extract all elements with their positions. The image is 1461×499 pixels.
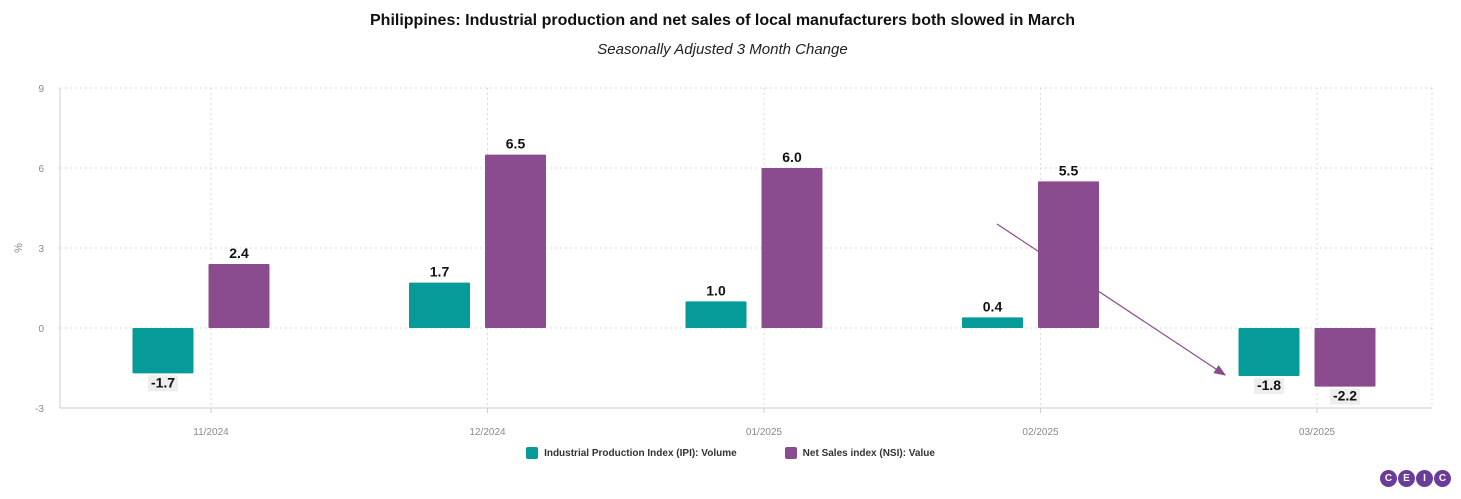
data-label: 6.0	[782, 149, 802, 165]
x-tick-label: 11/2024	[193, 427, 229, 438]
data-label: 1.7	[430, 264, 450, 280]
chart-legend: Industrial Production Index (IPI): Volum…	[0, 447, 1461, 459]
annotation-arrow	[996, 223, 1227, 376]
data-label: 5.5	[1059, 162, 1079, 178]
bar-nsi	[485, 154, 546, 328]
legend-item-ipi[interactable]: Industrial Production Index (IPI): Volum…	[526, 447, 737, 459]
y-tick-label: 0	[38, 324, 44, 335]
data-label: 0.4	[983, 298, 1003, 314]
bar-ipi	[1238, 328, 1300, 376]
bar-ipi	[962, 317, 1023, 328]
bar-nsi	[761, 168, 823, 328]
data-label: 1.0	[706, 282, 726, 298]
data-label: -1.7	[151, 374, 175, 390]
logo-letter: C	[1434, 470, 1451, 487]
bar-nsi	[1038, 181, 1099, 328]
y-axis-label: %	[13, 243, 25, 253]
data-label: 6.5	[506, 136, 526, 152]
legend-label-ipi: Industrial Production Index (IPI): Volum…	[544, 447, 737, 459]
logo-letter: I	[1416, 470, 1433, 487]
y-tick-label: -3	[35, 404, 44, 415]
bar-ipi	[409, 282, 470, 328]
x-tick-label: 03/2025	[1299, 427, 1336, 438]
legend-swatch-ipi	[526, 447, 539, 459]
legend-item-nsi[interactable]: Net Sales index (NSI): Value	[784, 447, 935, 459]
logo-letter: E	[1398, 470, 1415, 487]
data-label: 2.4	[229, 245, 249, 261]
x-tick-label: 02/2025	[1022, 427, 1059, 438]
logo-letter: C	[1380, 470, 1397, 487]
y-tick-label: 3	[38, 244, 44, 255]
data-label-background	[148, 375, 178, 392]
data-label-background	[1254, 378, 1284, 394]
x-tick-label: 12/2024	[469, 427, 506, 438]
bar-nsi	[1314, 328, 1376, 387]
bar-nsi	[208, 264, 270, 328]
bar-ipi	[685, 301, 747, 328]
legend-label-nsi: Net Sales index (NSI): Value	[802, 447, 935, 459]
chart-area: -3 0 3 6 9% 11/2024 12/2024 01/2025 02/2025 03/20…	[13, 84, 1433, 438]
data-label: -2.2	[1333, 388, 1357, 404]
legend-swatch-nsi	[784, 447, 797, 459]
y-tick-label: 6	[38, 164, 44, 175]
bar-ipi	[132, 328, 194, 374]
chart-subtitle: Seasonally Adjusted 3 Month Change	[597, 41, 848, 58]
ceic-logo: C E I C	[1380, 470, 1451, 487]
chart-title: Philippines: Industrial production and n…	[370, 12, 1075, 29]
data-label: -1.8	[1257, 377, 1281, 393]
x-tick-label: 01/2025	[746, 427, 783, 438]
data-label-background	[1330, 388, 1360, 405]
y-tick-label: 9	[38, 84, 44, 95]
